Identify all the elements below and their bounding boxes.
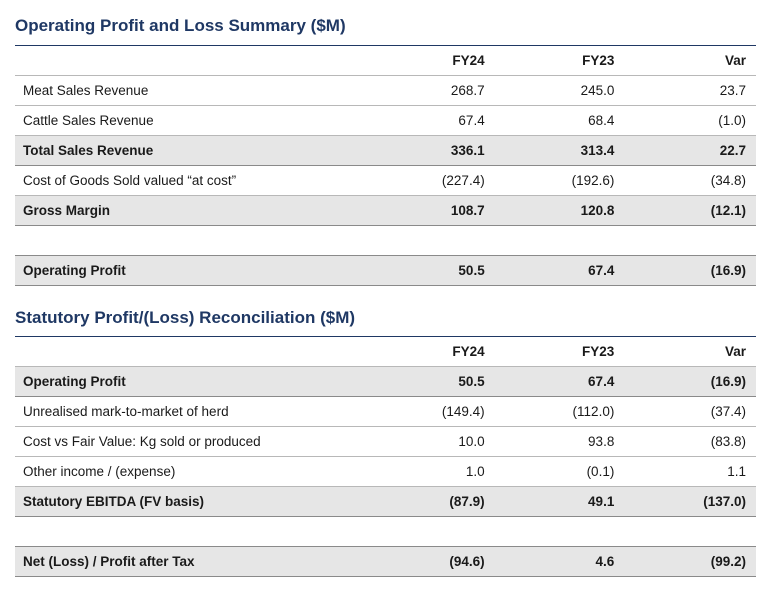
fy24-value: 50.5 — [339, 366, 485, 397]
row-label: Cost vs Fair Value: Kg sold or produced — [15, 426, 340, 457]
table-header-row: FY24 FY23 Var — [15, 336, 756, 367]
var-value: (12.1) — [614, 195, 756, 226]
var-value: (16.9) — [614, 366, 756, 397]
header-fy23: FY23 — [484, 336, 615, 367]
fy24-value: (87.9) — [339, 486, 485, 517]
var-value: 22.7 — [614, 135, 756, 166]
fy24-value: 50.5 — [339, 255, 485, 286]
var-value: (16.9) — [614, 255, 756, 286]
table-row-total: Gross Margin 108.7 120.8 (12.1) — [15, 195, 756, 226]
fy24-value: (94.6) — [339, 546, 485, 577]
table-header-row: FY24 FY23 Var — [15, 45, 756, 76]
spacer-row — [15, 516, 756, 547]
spacer-row — [15, 225, 756, 256]
table-row: Other income / (expense) 1.0 (0.1) 1.1 — [15, 456, 756, 487]
fy23-value: 67.4 — [484, 255, 615, 286]
fy24-value: 1.0 — [339, 456, 485, 487]
fy23-value: 68.4 — [484, 105, 615, 136]
fy24-value: 108.7 — [339, 195, 485, 226]
row-label: Operating Profit — [15, 366, 340, 397]
fy23-value: (0.1) — [484, 456, 615, 487]
row-label: Total Sales Revenue — [15, 135, 340, 166]
row-label: Cattle Sales Revenue — [15, 105, 340, 136]
fy24-value: 336.1 — [339, 135, 485, 166]
fy24-value: 67.4 — [339, 105, 485, 136]
var-value: (99.2) — [614, 546, 756, 577]
fy24-value: (227.4) — [339, 165, 485, 196]
row-label: Gross Margin — [15, 195, 340, 226]
row-label: Net (Loss) / Profit after Tax — [15, 546, 340, 577]
table-row-total: Operating Profit 50.5 67.4 (16.9) — [15, 366, 756, 397]
table-row-total: Total Sales Revenue 336.1 313.4 22.7 — [15, 135, 756, 166]
table-row-total: Statutory EBITDA (FV basis) (87.9) 49.1 … — [15, 486, 756, 517]
section1-title: Operating Profit and Loss Summary ($M) — [15, 16, 346, 35]
header-fy23: FY23 — [484, 45, 615, 76]
row-label: Meat Sales Revenue — [15, 75, 340, 106]
var-value: (1.0) — [614, 105, 756, 136]
header-fy24: FY24 — [339, 45, 485, 76]
fy23-value: 49.1 — [484, 486, 615, 517]
header-fy24: FY24 — [339, 336, 485, 367]
fy23-value: 245.0 — [484, 75, 615, 106]
var-value: (34.8) — [614, 165, 756, 196]
var-value: (137.0) — [614, 486, 756, 517]
row-label: Operating Profit — [15, 255, 340, 286]
fy23-value: 4.6 — [484, 546, 615, 577]
table-row: Cost of Goods Sold valued “at cost” (227… — [15, 165, 756, 196]
fy23-value: 67.4 — [484, 366, 615, 397]
table-row-operating-profit: Operating Profit 50.5 67.4 (16.9) — [15, 255, 756, 286]
row-label: Statutory EBITDA (FV basis) — [15, 486, 340, 517]
row-label: Other income / (expense) — [15, 456, 340, 487]
fy23-value: 313.4 — [484, 135, 615, 166]
fy23-value: (192.6) — [484, 165, 615, 196]
table-row: Cost vs Fair Value: Kg sold or produced … — [15, 426, 756, 457]
var-value: (37.4) — [614, 396, 756, 427]
fy23-value: 120.8 — [484, 195, 615, 226]
table-row: Unrealised mark-to-market of herd (149.4… — [15, 396, 756, 427]
fy23-value: 93.8 — [484, 426, 615, 457]
table-row: Meat Sales Revenue 268.7 245.0 23.7 — [15, 75, 756, 106]
fy24-value: 10.0 — [339, 426, 485, 457]
profit-loss-table: FY24 FY23 Var Meat Sales Revenue 268.7 2… — [15, 45, 756, 286]
fy23-value: (112.0) — [484, 396, 615, 427]
fy24-value: (149.4) — [339, 396, 485, 427]
var-value: 1.1 — [614, 456, 756, 487]
fy24-value: 268.7 — [339, 75, 485, 106]
row-label: Unrealised mark-to-market of herd — [15, 396, 340, 427]
table-row: Cattle Sales Revenue 67.4 68.4 (1.0) — [15, 105, 756, 136]
row-label: Cost of Goods Sold valued “at cost” — [15, 165, 340, 196]
var-value: (83.8) — [614, 426, 756, 457]
header-var: Var — [614, 45, 756, 76]
var-value: 23.7 — [614, 75, 756, 106]
reconciliation-table: FY24 FY23 Var Operating Profit 50.5 67.4… — [15, 336, 756, 577]
header-var: Var — [614, 336, 756, 367]
section2-title: Statutory Profit/(Loss) Reconciliation (… — [15, 308, 356, 327]
table-row-net: Net (Loss) / Profit after Tax (94.6) 4.6… — [15, 546, 756, 577]
